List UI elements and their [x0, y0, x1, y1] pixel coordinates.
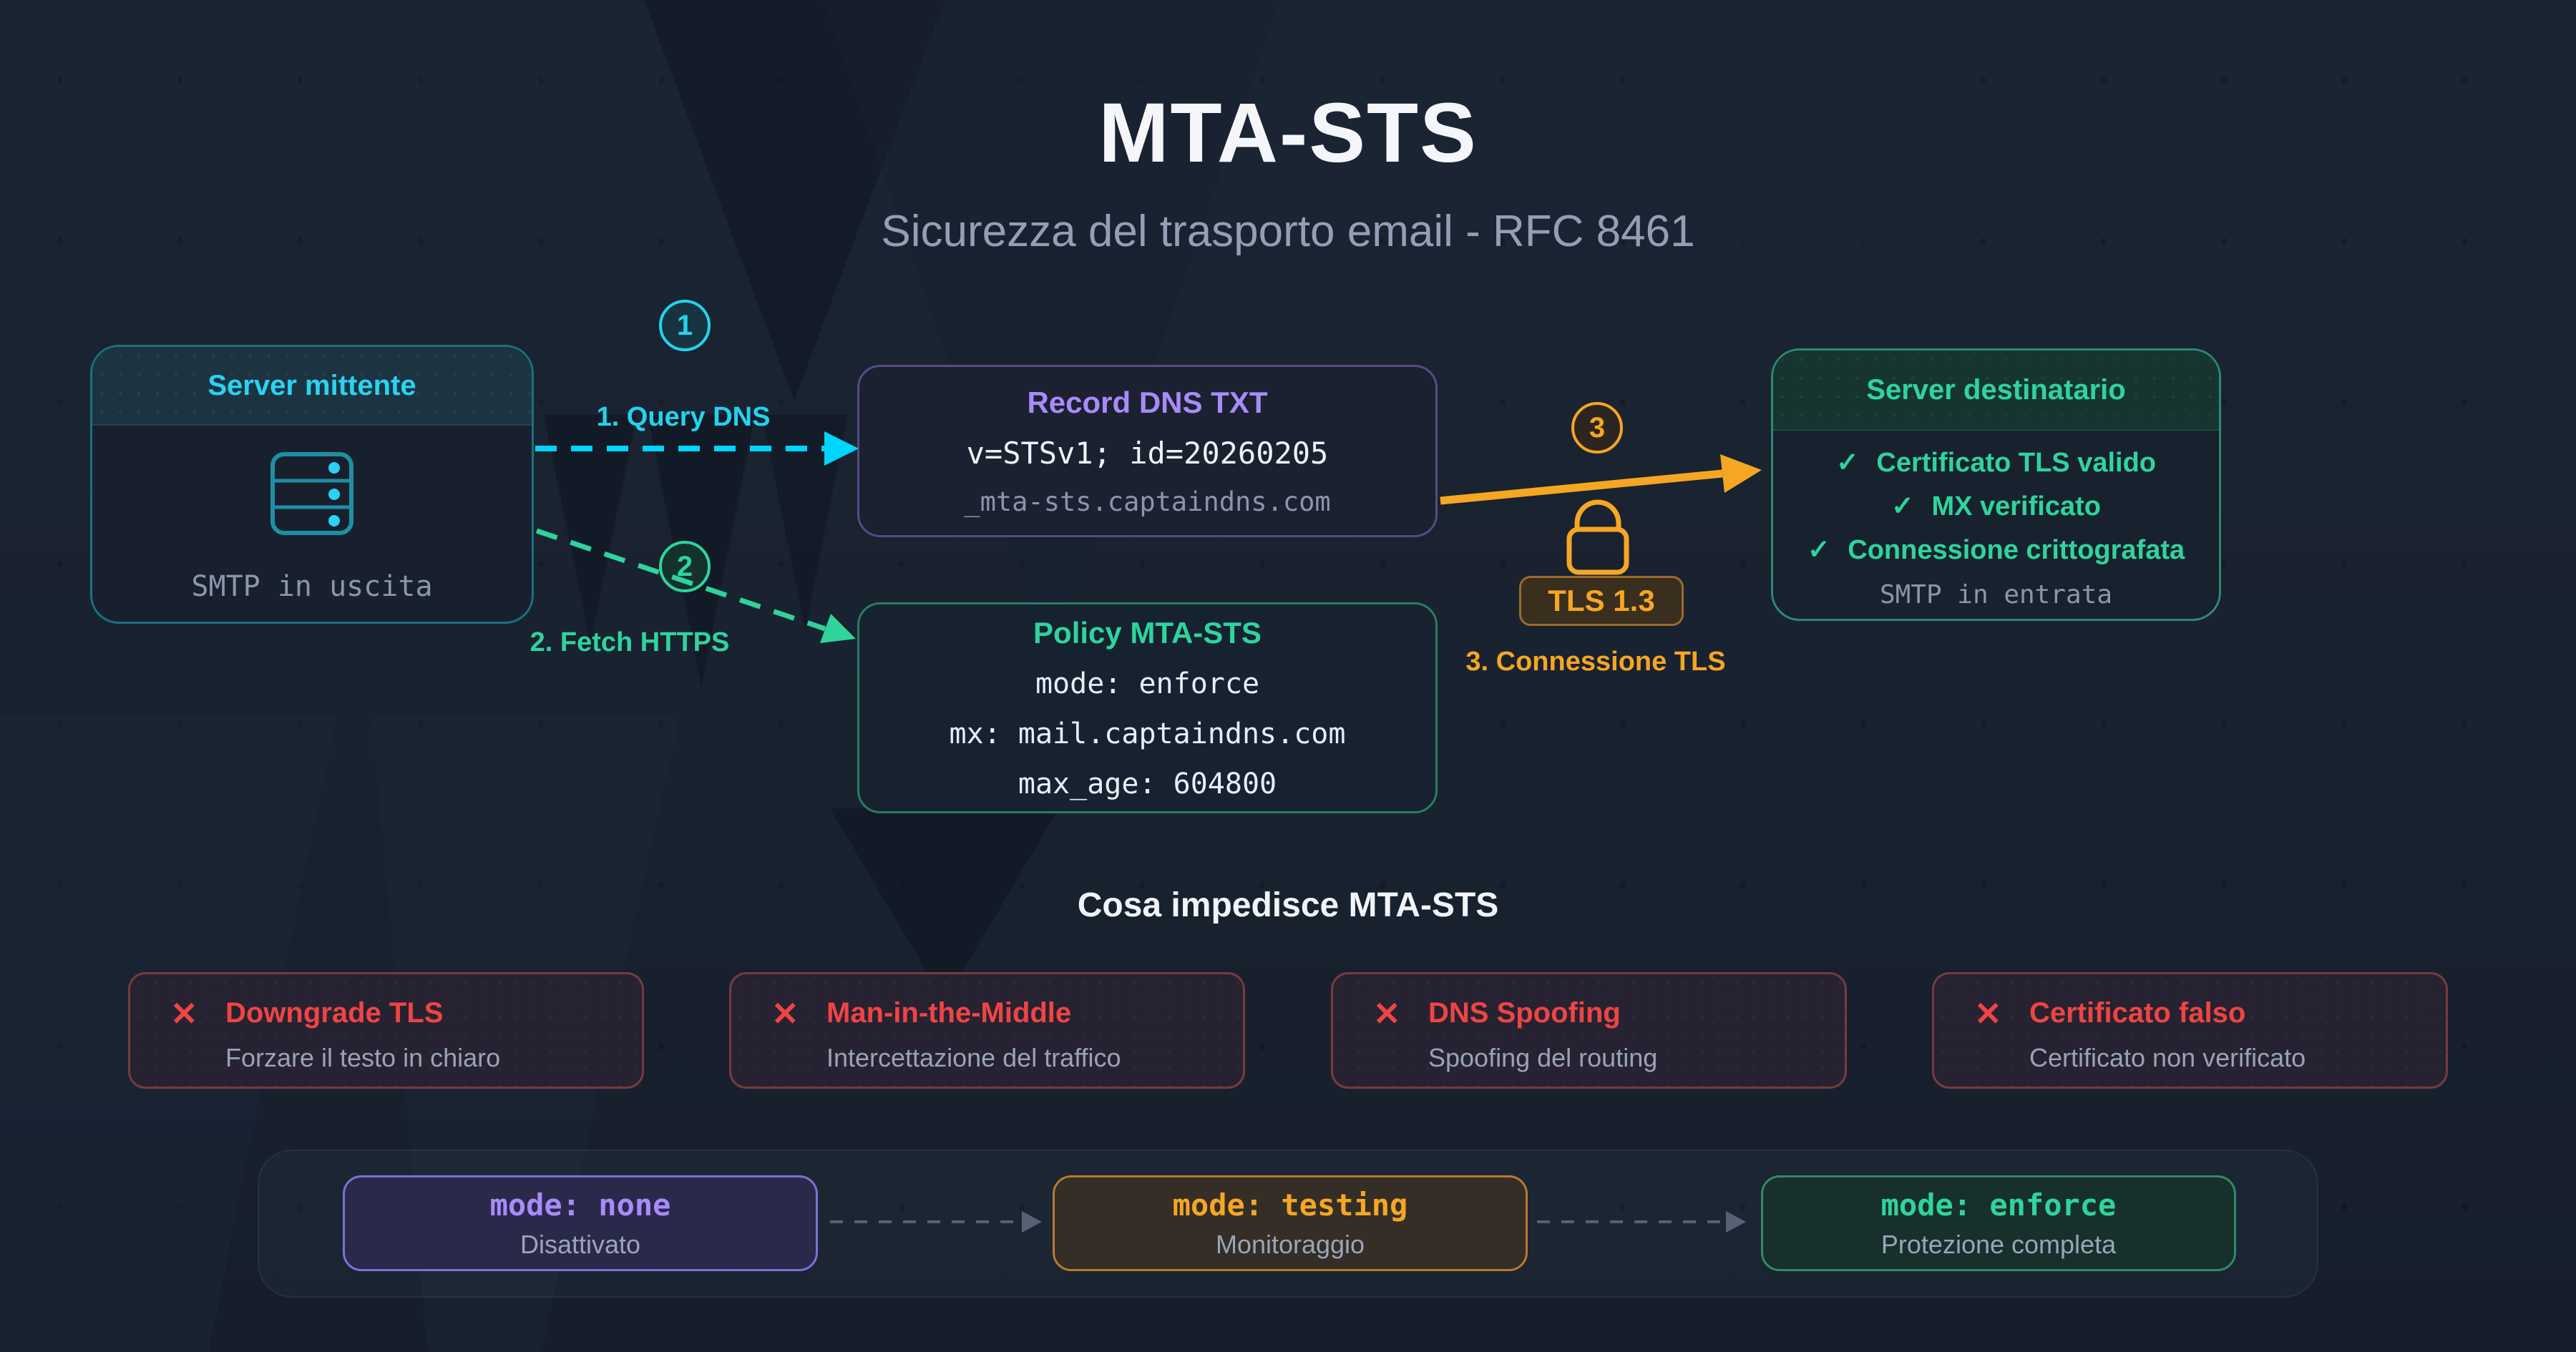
cross-icon: ✕	[170, 995, 198, 1032]
threats-heading: Cosa impedisce MTA-STS	[1077, 886, 1499, 924]
step-1-badge: 1	[659, 300, 711, 351]
step-3-badge: 3	[1571, 402, 1623, 454]
sender-server-header: Server mittente	[92, 347, 532, 426]
threat-title: Downgrade TLS	[225, 997, 444, 1029]
dns-record-value: v=STSv1; id=20260205	[966, 435, 1329, 471]
mode-none-box: mode: none Disattivato	[343, 1175, 818, 1271]
receiver-caption: SMTP in entrata	[1879, 580, 2113, 609]
cross-icon: ✕	[771, 995, 799, 1032]
threat-title: Certificato falso	[2029, 997, 2246, 1029]
cross-icon: ✕	[1974, 995, 2002, 1032]
policy-title: Policy MTA-STS	[1033, 615, 1262, 650]
threat-title: Man-in-the-Middle	[826, 997, 1072, 1029]
mode-enforce-code: mode: enforce	[1880, 1187, 2117, 1223]
tls-version-text: TLS 1.3	[1548, 584, 1655, 617]
mode-none-label: Disattivato	[519, 1229, 641, 1259]
check-icon: ✓	[1891, 491, 1914, 521]
check-icon: ✓	[1835, 448, 1859, 478]
step-2-badge: 2	[659, 541, 711, 592]
receiver-check-row: ✓ MX verificato	[1891, 491, 2101, 521]
sender-caption: SMTP in uscita	[191, 570, 433, 603]
mode-testing-label: Monitoraggio	[1215, 1229, 1365, 1259]
threat-title: DNS Spoofing	[1428, 997, 1621, 1029]
sender-server-title: Server mittente	[208, 369, 416, 401]
dns-record-box: Record DNS TXT v=STSv1; id=20260205 _mta…	[857, 365, 1438, 537]
tls-version-badge: TLS 1.3	[1519, 576, 1684, 626]
receiver-server-header: Server destinatario	[1773, 351, 2219, 431]
cross-icon: ✕	[1373, 995, 1401, 1032]
threat-desc: Certificato non verificato	[2029, 1043, 2306, 1072]
policy-mode: mode: enforce	[1035, 667, 1260, 700]
page-subtitle: Sicurezza del trasporto email - RFC 8461	[881, 207, 1695, 256]
threat-desc: Intercettazione del traffico	[826, 1043, 1121, 1072]
threat-desc: Forzare il testo in chiaro	[225, 1043, 501, 1072]
mode-enforce-label: Protezione completa	[1880, 1229, 2117, 1259]
threat-desc: Spoofing del routing	[1428, 1043, 1658, 1072]
sender-server-box: Server mittente SMTP in uscita	[90, 345, 534, 624]
policy-box: Policy MTA-STS mode: enforce mx: mail.ca…	[857, 602, 1438, 813]
page-title: MTA-STS	[1098, 86, 1478, 180]
threat-card-fake-certificate: ✕ Certificato falso Certificato non veri…	[1932, 972, 2448, 1089]
mode-testing-box: mode: testing Monitoraggio	[1053, 1175, 1528, 1271]
policy-max-age: max_age: 604800	[1018, 767, 1277, 800]
dns-record-host: _mta-sts.captaindns.com	[964, 486, 1331, 517]
threat-card-mitm: ✕ Man-in-the-Middle Intercettazione del …	[729, 972, 1245, 1089]
mode-testing-code: mode: testing	[1172, 1187, 1408, 1223]
modes-strip: mode: none Disattivato mode: testing Mon…	[258, 1150, 2318, 1298]
check-icon: ✓	[1807, 535, 1830, 565]
receiver-server-box: Server destinatario ✓ Certificato TLS va…	[1771, 348, 2221, 621]
query-dns-label: 1. Query DNS	[596, 402, 771, 432]
threat-card-dns-spoofing: ✕ DNS Spoofing Spoofing del routing	[1331, 972, 1847, 1089]
mode-enforce-box: mode: enforce Protezione completa	[1761, 1175, 2236, 1271]
fetch-https-label: 2. Fetch HTTPS	[530, 627, 730, 657]
threat-card-downgrade-tls: ✕ Downgrade TLS Forzare il testo in chia…	[128, 972, 644, 1089]
receiver-check-row: ✓ Connessione crittografata	[1807, 535, 2185, 565]
mode-none-code: mode: none	[489, 1187, 671, 1223]
server-icon	[92, 426, 532, 562]
receiver-server-title: Server destinatario	[1866, 373, 2126, 406]
dns-record-title: Record DNS TXT	[1027, 385, 1268, 419]
policy-mx: mx: mail.captaindns.com	[949, 717, 1346, 750]
receiver-check-row: ✓ Certificato TLS valido	[1835, 448, 2157, 478]
tls-connection-label: 3. Connessione TLS	[1465, 647, 1726, 677]
